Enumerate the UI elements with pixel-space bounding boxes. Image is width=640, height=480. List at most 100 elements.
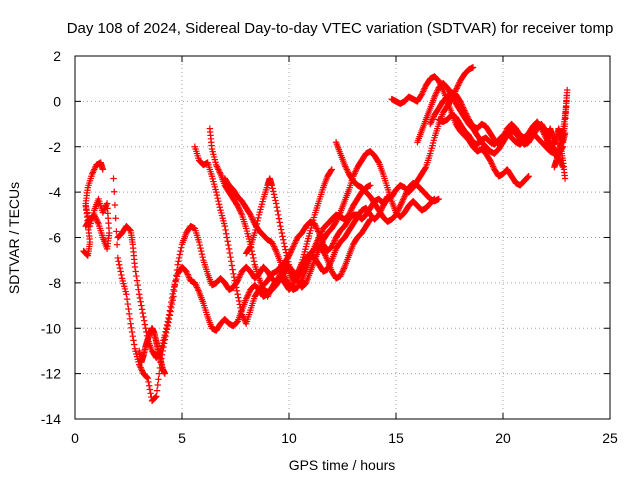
data-point (253, 220, 261, 228)
data-point (128, 324, 135, 332)
data-point (291, 240, 298, 247)
data-point (153, 393, 160, 400)
data-point (272, 246, 279, 253)
axis-ticks (74, 55, 611, 420)
data-point (347, 208, 354, 215)
data-marks (80, 64, 571, 405)
data-point (193, 284, 201, 291)
data-point (265, 290, 273, 297)
data-point (274, 207, 281, 215)
data-point (99, 209, 107, 216)
data-point (525, 173, 532, 180)
data-point (116, 261, 123, 268)
data-point (247, 211, 254, 219)
data-point (199, 253, 206, 261)
data-point (126, 226, 134, 234)
data-point (184, 271, 191, 278)
data-point (464, 113, 471, 120)
data-point (126, 225, 133, 233)
data-point (278, 229, 286, 237)
data-point (167, 303, 174, 310)
series-1 (80, 159, 107, 259)
data-point (284, 255, 291, 262)
data-point (230, 270, 237, 277)
data-point (128, 328, 136, 336)
data-point (321, 250, 328, 258)
data-point (352, 166, 360, 174)
data-point (489, 161, 496, 169)
data-point (419, 88, 427, 95)
data-point (562, 115, 569, 122)
data-point (404, 187, 411, 194)
x-tick-label: 20 (495, 430, 511, 446)
data-point (488, 160, 495, 167)
data-point (215, 201, 223, 208)
data-point (238, 311, 246, 318)
data-point (461, 108, 469, 116)
data-point (338, 269, 345, 277)
data-point (431, 93, 438, 101)
data-point (314, 237, 321, 244)
data-point (164, 318, 171, 325)
data-point (89, 169, 97, 176)
data-point (185, 272, 192, 280)
data-point (316, 232, 323, 240)
data-point (215, 166, 222, 173)
data-point (460, 105, 467, 113)
data-point (402, 190, 410, 197)
data-point (255, 214, 262, 222)
data-point (214, 194, 221, 202)
data-point (327, 167, 335, 174)
data-point (235, 297, 243, 305)
data-point (95, 220, 102, 228)
data-point (292, 237, 300, 244)
data-point (270, 188, 277, 195)
data-point (435, 77, 442, 85)
data-point (192, 281, 199, 288)
data-point (275, 215, 283, 222)
data-point (240, 314, 247, 321)
data-point (252, 223, 260, 231)
data-point (193, 282, 200, 290)
data-point (132, 268, 139, 275)
data-point (155, 370, 163, 377)
data-point (234, 202, 241, 209)
data-point (342, 164, 350, 172)
data-point (346, 210, 353, 217)
data-point (139, 309, 146, 317)
data-point (153, 387, 161, 394)
chart-title: Day 108 of 2024, Sidereal Day-to-day VTE… (67, 20, 614, 37)
data-point (459, 102, 466, 110)
data-point (246, 244, 253, 251)
data-point (247, 213, 255, 220)
data-point (487, 158, 495, 166)
data-point (275, 211, 282, 219)
data-point (296, 266, 303, 273)
data-point (270, 243, 278, 250)
data-point (103, 201, 110, 209)
series-11 (388, 73, 532, 189)
data-point (454, 82, 462, 89)
x-axis-label: GPS time / hours (289, 457, 396, 473)
data-point (250, 254, 257, 262)
data-point (90, 167, 97, 175)
data-point (562, 109, 569, 116)
data-point (344, 167, 351, 175)
data-point (399, 196, 407, 203)
data-point (285, 258, 292, 265)
data-point (540, 129, 547, 137)
data-point (216, 169, 224, 176)
data-point (88, 170, 96, 178)
data-point (236, 301, 243, 308)
data-point (269, 240, 276, 247)
data-point (136, 291, 143, 298)
data-point (142, 325, 149, 332)
data-point (213, 163, 221, 170)
data-point (539, 128, 547, 135)
data-point (287, 247, 295, 255)
series-8 (243, 166, 335, 282)
data-point (461, 107, 468, 114)
data-point (144, 374, 151, 382)
data-point (429, 116, 436, 123)
data-point (113, 228, 120, 235)
